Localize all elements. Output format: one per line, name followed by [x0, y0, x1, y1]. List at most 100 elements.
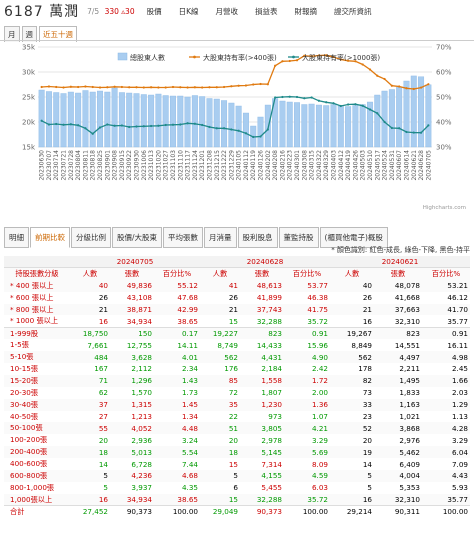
table-cell: 72 — [228, 388, 238, 398]
line-major-400-point — [62, 86, 65, 89]
left-tick-label: 35k — [22, 44, 36, 52]
line-major-1000-point — [98, 126, 102, 129]
period-tab-week[interactable]: 週 — [21, 26, 37, 42]
nav-monthly-revenue[interactable]: 月營收 — [215, 6, 239, 16]
period-tab-month[interactable]: 月 — [4, 26, 20, 42]
bar-total-holders — [323, 105, 330, 148]
quote-date: 7/5 — [87, 6, 100, 16]
table-row: 600-800張 5 4,236 4.68 5 4,155 4.59 5 4,004 4.43 — [4, 470, 470, 482]
tab-average-lots[interactable]: 平均張數 — [163, 227, 204, 248]
table-cell: 4,155 — [240, 470, 284, 482]
table-cell: 34,934 — [110, 493, 154, 506]
table-cell: 41 — [200, 279, 240, 292]
table-cell: 6,409 — [399, 459, 420, 469]
tab-monthly-volume[interactable]: 月消量 — [204, 227, 237, 248]
bar-total-holders — [38, 89, 45, 148]
line-major-400-point — [295, 59, 299, 62]
period-tab-50weeks[interactable]: 近五十週 — [39, 26, 77, 42]
tab-concept-stocks[interactable]: (櫃買他電子)概股 — [319, 227, 388, 248]
line-major-1000 — [41, 96, 429, 138]
shareholder-chart: 35k 70% 30k 60% 25k 50% 20k 40% 15k 30% 20230630 20… — [0, 40, 474, 212]
table-cell: 1,807 — [261, 388, 282, 398]
bar-total-holders — [118, 92, 125, 148]
table-cell: 4,004 — [374, 470, 422, 482]
line-major-1000-point — [186, 122, 189, 125]
table-cell: 5 — [70, 470, 110, 482]
line-major-1000-point — [201, 123, 204, 127]
nav-income-statement[interactable]: 損益表 — [255, 6, 278, 16]
table-row: 400-600張 14 6,728 7.44 15 7,314 8.09 14 6,409 7.0… — [4, 458, 470, 470]
table-cell: 41,668 — [394, 293, 420, 303]
col-percent: 百分比% — [154, 267, 200, 280]
x-tick-label: 20231110 — [177, 150, 184, 181]
table-cell: 4.59 — [284, 470, 330, 482]
line-major-400-point — [157, 86, 160, 89]
line-major-1000-point — [222, 127, 226, 130]
period-header: 20240621 — [330, 256, 470, 269]
table-cell: 100.00 — [284, 505, 330, 518]
bar-total-holders — [345, 106, 352, 148]
row-label: 合計 — [4, 505, 70, 518]
table-cell: 5,455 — [261, 483, 282, 493]
period-header: 20240628 — [200, 256, 330, 269]
table-row: 100-200張 20 2,936 3.24 20 2,978 3.29 20 2,976 3.2… — [4, 434, 470, 446]
stock-title: 6187 萬潤 — [4, 4, 80, 20]
line-major-400-point — [317, 54, 321, 57]
table-cell: 18 — [200, 446, 240, 459]
table-cell: 1.43 — [154, 374, 200, 387]
line-major-1000-point — [288, 95, 291, 98]
tab-detail[interactable]: 明細 — [4, 227, 29, 248]
line-major-400 — [41, 54, 429, 90]
table-cell: 48,078 — [374, 279, 422, 292]
nav-price[interactable]: 股價 — [146, 6, 162, 16]
line-major-1000-point — [193, 122, 196, 125]
x-tick-label: 20230901 — [104, 150, 111, 181]
line-major-1000-point — [295, 95, 299, 99]
table-cell: 55.12 — [154, 279, 200, 292]
nav-twse-info[interactable]: 證交所資訊 — [334, 6, 372, 16]
line-major-1000-point — [383, 120, 386, 124]
line-major-400-point — [310, 55, 313, 58]
tab-level-ratio[interactable]: 分級比例 — [71, 227, 111, 248]
nav-daily-k[interactable]: 日K線 — [178, 6, 199, 16]
left-tick-label: 25k — [22, 94, 36, 102]
x-tick-label: 20240531 — [389, 150, 396, 181]
line-major-400-point — [142, 86, 145, 89]
table-cell: 562 — [200, 351, 240, 364]
left-tick-label: 15k — [22, 144, 36, 152]
chart-credit[interactable]: Highcharts.com — [422, 205, 466, 211]
x-tick-label: 20240112 — [243, 150, 250, 181]
table-cell: 4.90 — [284, 351, 330, 364]
line-major-1000-point — [266, 128, 269, 131]
x-tick-label: 20231222 — [221, 150, 228, 181]
bar-total-holders — [45, 91, 52, 148]
x-tick-label: 20240412 — [338, 150, 345, 181]
table-cell: 5 — [330, 470, 374, 482]
table-cell: 1,495 — [374, 374, 422, 387]
line-major-400-point — [55, 85, 58, 89]
table-cell: 2,976 — [399, 435, 420, 445]
x-tick-label: 20240216 — [279, 150, 286, 181]
table-cell: 7,314 — [261, 459, 282, 469]
table-cell: 0.91 — [284, 326, 330, 340]
x-tick-label: 20230630 — [39, 150, 46, 181]
bar-total-holders — [396, 86, 403, 148]
table-cell: 90,373 — [240, 505, 284, 518]
x-tick-label: 20231027 — [163, 150, 170, 181]
table-cell: 49,836 — [110, 279, 154, 292]
line-major-1000-point — [230, 128, 233, 131]
x-tick-label: 20240301 — [294, 150, 301, 181]
left-tick-label: 30k — [22, 69, 36, 77]
nav-financial-summary[interactable]: 財報摘 — [294, 6, 318, 16]
tab-dividends[interactable]: 股利股息 — [237, 227, 278, 248]
line-major-400-point — [303, 54, 306, 57]
table-row: 1-999股 18,750 150 0.17 19,227 823 0.91 19,267 82… — [4, 326, 470, 340]
tab-director-holdings[interactable]: 董監持股 — [278, 227, 319, 248]
table-cell: 2.00 — [311, 388, 328, 398]
x-tick-label: 20240308 — [301, 150, 308, 181]
line-major-400-point — [106, 86, 109, 89]
tab-period-compare[interactable]: 前期比較 — [30, 227, 70, 248]
bar-total-holders — [425, 84, 432, 148]
tab-price-major-holders[interactable]: 股價/大股東 — [112, 227, 163, 248]
table-cell: 2.42 — [311, 364, 328, 374]
